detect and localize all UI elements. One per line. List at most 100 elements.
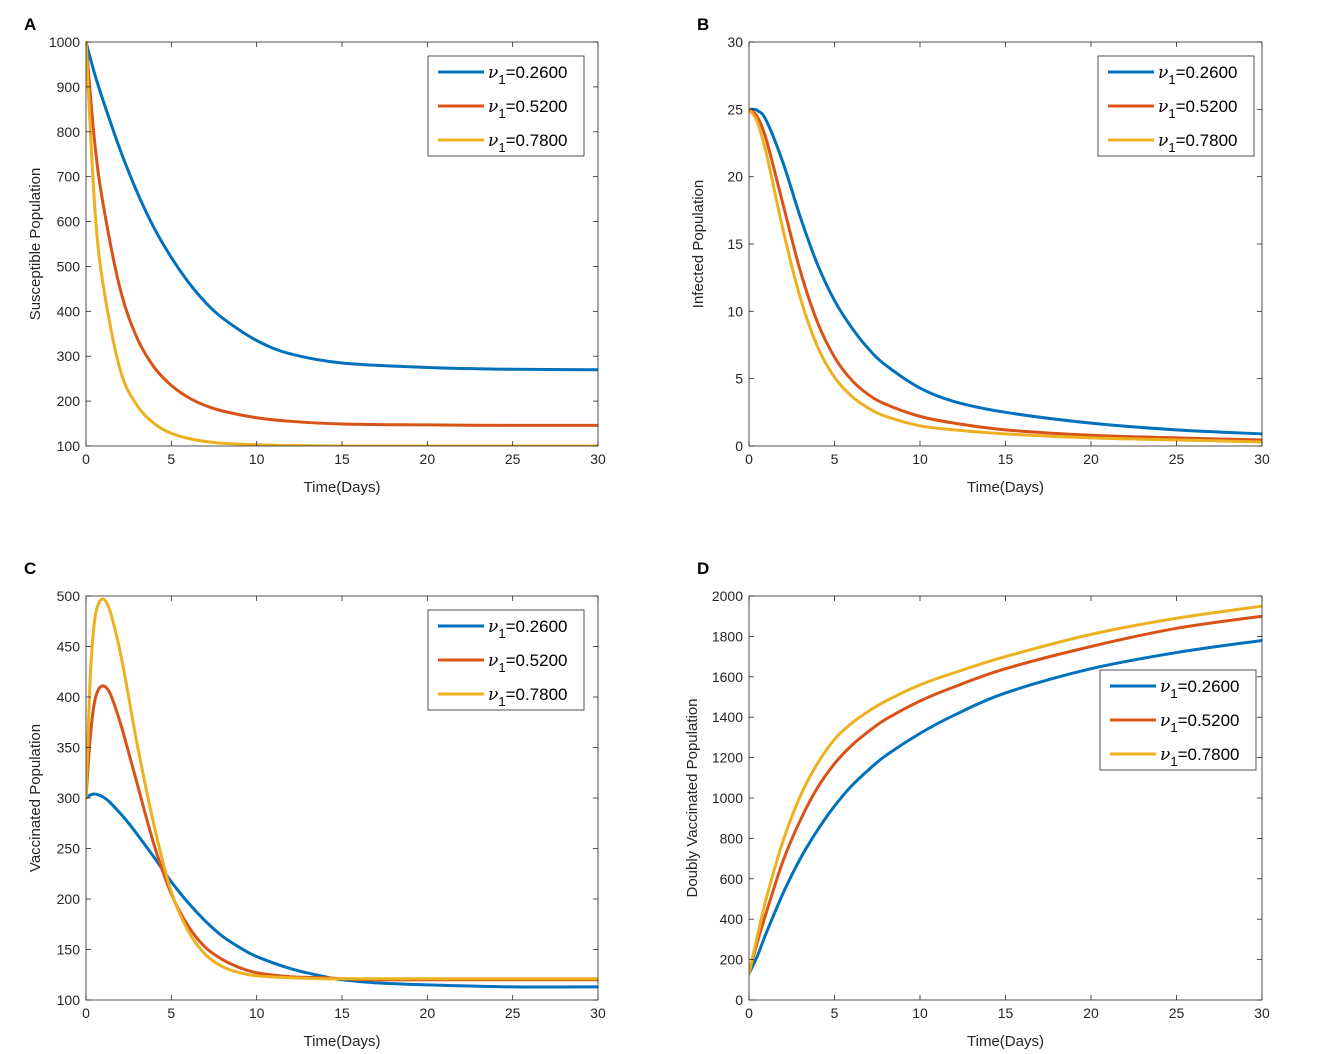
y-tick-label: 25 [727, 101, 743, 117]
legend-subscript: 1 [1170, 754, 1177, 769]
legend-value: =0.7800 [1176, 131, 1238, 150]
legend-subscript: 1 [1170, 686, 1177, 701]
y-tick-label: 600 [57, 214, 81, 230]
legend-subscript: 1 [498, 694, 505, 709]
x-tick-label: 15 [998, 1005, 1014, 1021]
y-tick-label: 100 [57, 992, 81, 1008]
legend-symbol: ν [488, 63, 498, 83]
x-tick-label: 30 [590, 1005, 606, 1021]
legend-entry-2: ν1=0.5200 [488, 651, 568, 675]
x-tick-label: 30 [1254, 1005, 1270, 1021]
legend-entry-3: ν1=0.7800 [488, 685, 568, 709]
x-tick-label: 5 [167, 1005, 175, 1021]
legend-symbol: ν [1160, 745, 1170, 765]
x-tick-label: 10 [249, 1005, 265, 1021]
legend-entry-1: ν1=0.2600 [488, 617, 568, 641]
y-tick-label: 400 [720, 911, 744, 927]
legend-subscript: 1 [1168, 140, 1175, 155]
legend-symbol: ν [488, 617, 498, 637]
legend-symbol: ν [1158, 63, 1168, 83]
x-tick-label: 5 [831, 451, 839, 467]
y-tick-label: 400 [57, 303, 81, 319]
panel-d: D 0 5 10 15 20 25 30 0 200 400 600 800 1000 1200 1400 16… [684, 559, 1270, 1050]
series-line-1 [749, 107, 1262, 436]
x-axis-label: Time(Days) [967, 479, 1044, 496]
legend-entry-1: ν1=0.2600 [488, 63, 568, 87]
legend-value: =0.2600 [1176, 63, 1238, 82]
x-tick-label: 0 [82, 451, 90, 467]
legend-value: =0.2600 [506, 617, 568, 636]
x-tick-label: 5 [167, 451, 175, 467]
legend-value: =0.7800 [1178, 745, 1240, 764]
x-tick-label: 20 [420, 1005, 436, 1021]
y-tick-label: 500 [57, 588, 81, 604]
panel-letter: C [24, 559, 36, 578]
series-line-3 [749, 107, 1262, 444]
legend-value: =0.5200 [506, 97, 568, 116]
x-tick-label: 15 [334, 1005, 350, 1021]
y-tick-label: 10 [727, 303, 743, 319]
series-line-3 [86, 597, 598, 981]
panel-letter: B [697, 15, 709, 34]
y-tick-label: 1200 [712, 750, 743, 766]
y-tick-label: 1000 [49, 34, 80, 50]
y-tick-label: 200 [57, 393, 81, 409]
y-tick-label: 20 [727, 169, 743, 185]
legend-subscript: 1 [498, 140, 505, 155]
y-tick-label: 350 [57, 740, 81, 756]
legend-value: =0.5200 [506, 651, 568, 670]
x-axis-label: Time(Days) [304, 1033, 381, 1050]
y-tick-label: 5 [735, 371, 743, 387]
y-tick-label: 450 [57, 639, 81, 655]
series-line-1 [86, 792, 598, 989]
x-tick-label: 15 [998, 451, 1014, 467]
legend-entry-3: ν1=0.7800 [1160, 745, 1240, 769]
x-tick-label: 20 [1083, 451, 1099, 467]
legend-symbol: ν [1160, 711, 1170, 731]
x-tick-label: 20 [420, 451, 436, 467]
y-tick-label: 0 [735, 992, 743, 1008]
legend-value: =0.2600 [506, 63, 568, 82]
legend-value: =0.5200 [1176, 97, 1238, 116]
legend-entry-3: ν1=0.7800 [1158, 131, 1238, 155]
y-tick-label: 300 [57, 790, 81, 806]
y-tick-label: 100 [57, 438, 81, 454]
legend-subscript: 1 [1168, 72, 1175, 87]
y-axis-label: Susceptible Population [27, 168, 44, 321]
x-tick-label: 25 [1169, 451, 1185, 467]
legend-entry-3: ν1=0.7800 [488, 131, 568, 155]
legend-entry-2: ν1=0.5200 [1160, 711, 1240, 735]
series-line-3 [86, 40, 598, 446]
legend-subscript: 1 [1168, 106, 1175, 121]
panel-letter: A [24, 15, 36, 34]
legend-value: =0.2600 [1178, 677, 1240, 696]
x-tick-label: 25 [1169, 1005, 1185, 1021]
x-tick-label: 0 [745, 451, 753, 467]
legend-symbol: ν [1160, 677, 1170, 697]
legend-symbol: ν [488, 685, 498, 705]
y-tick-label: 200 [57, 891, 81, 907]
y-tick-label: 500 [57, 258, 81, 274]
legend-symbol: ν [1158, 97, 1168, 117]
legend-subscript: 1 [498, 106, 505, 121]
y-tick-label: 250 [57, 841, 81, 857]
y-tick-label: 1000 [712, 790, 743, 806]
legend-symbol: ν [488, 97, 498, 117]
x-tick-label: 30 [590, 451, 606, 467]
y-tick-label: 600 [720, 871, 744, 887]
x-tick-label: 30 [1254, 451, 1270, 467]
x-tick-label: 10 [912, 451, 928, 467]
x-tick-label: 15 [334, 451, 350, 467]
legend-subscript: 1 [498, 660, 505, 675]
series-line-1 [749, 638, 1262, 976]
legend-subscript: 1 [1170, 720, 1177, 735]
y-axis-label: Doubly Vaccinated Population [684, 698, 701, 897]
legend-symbol: ν [488, 131, 498, 151]
panel-c: C 0 5 10 15 20 25 30 100 150 200 250 300 350 400 450 500… [24, 559, 606, 1050]
y-tick-label: 200 [720, 952, 744, 968]
series-line-2 [86, 40, 598, 427]
